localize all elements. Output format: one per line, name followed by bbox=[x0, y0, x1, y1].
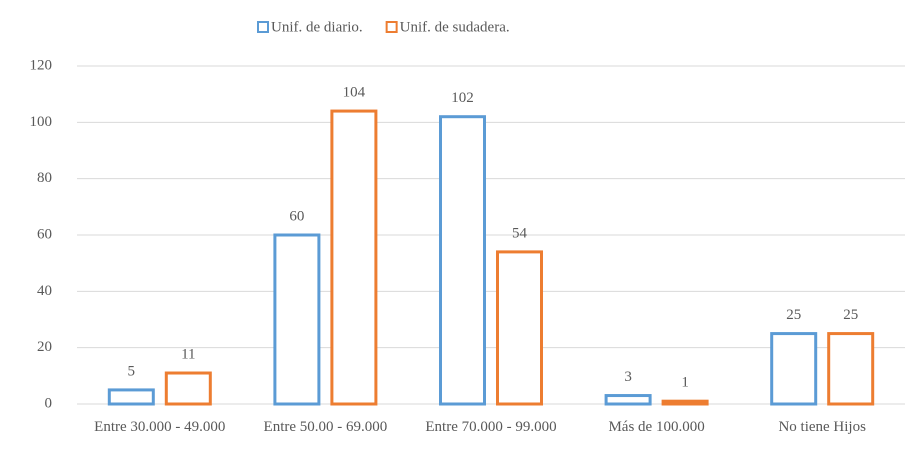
y-tick-label: 20 bbox=[37, 339, 52, 355]
y-tick-label: 100 bbox=[30, 114, 53, 130]
bar bbox=[770, 332, 818, 406]
legend-swatch bbox=[257, 21, 269, 33]
legend-swatch bbox=[385, 21, 398, 33]
x-tick-label: Entre 30.000 - 49.000 bbox=[94, 419, 225, 435]
legend-label: Unif. de diario. bbox=[271, 19, 363, 35]
y-tick-label: 60 bbox=[37, 226, 52, 242]
bar bbox=[107, 388, 155, 406]
x-tick-label: No tiene Hijos bbox=[778, 419, 866, 435]
data-label: 104 bbox=[343, 85, 366, 101]
bar bbox=[604, 394, 652, 406]
data-label: 54 bbox=[512, 225, 528, 241]
x-tick-label: Entre 50.00 - 69.000 bbox=[264, 419, 388, 435]
data-label: 1 bbox=[681, 375, 689, 391]
bar bbox=[330, 109, 378, 406]
data-label: 60 bbox=[289, 208, 304, 224]
x-tick-label: Entre 70.000 - 99.000 bbox=[425, 419, 556, 435]
data-label: 5 bbox=[128, 363, 136, 379]
bar bbox=[273, 233, 321, 406]
bar bbox=[439, 115, 486, 406]
bar bbox=[496, 250, 543, 406]
bar bbox=[661, 399, 709, 406]
data-label: 25 bbox=[843, 307, 858, 323]
y-tick-label: 0 bbox=[45, 395, 53, 411]
bar bbox=[827, 332, 875, 406]
bar bbox=[164, 371, 212, 406]
data-label: 11 bbox=[181, 346, 195, 362]
data-label: 102 bbox=[451, 90, 474, 106]
data-label: 3 bbox=[624, 369, 632, 385]
legend-label: Unif. de sudadera. bbox=[400, 19, 510, 35]
y-tick-label: 120 bbox=[30, 57, 53, 73]
data-label: 25 bbox=[786, 307, 801, 323]
y-tick-label: 40 bbox=[37, 283, 52, 299]
y-tick-label: 80 bbox=[37, 170, 52, 186]
x-tick-label: Más de 100.000 bbox=[608, 419, 704, 435]
